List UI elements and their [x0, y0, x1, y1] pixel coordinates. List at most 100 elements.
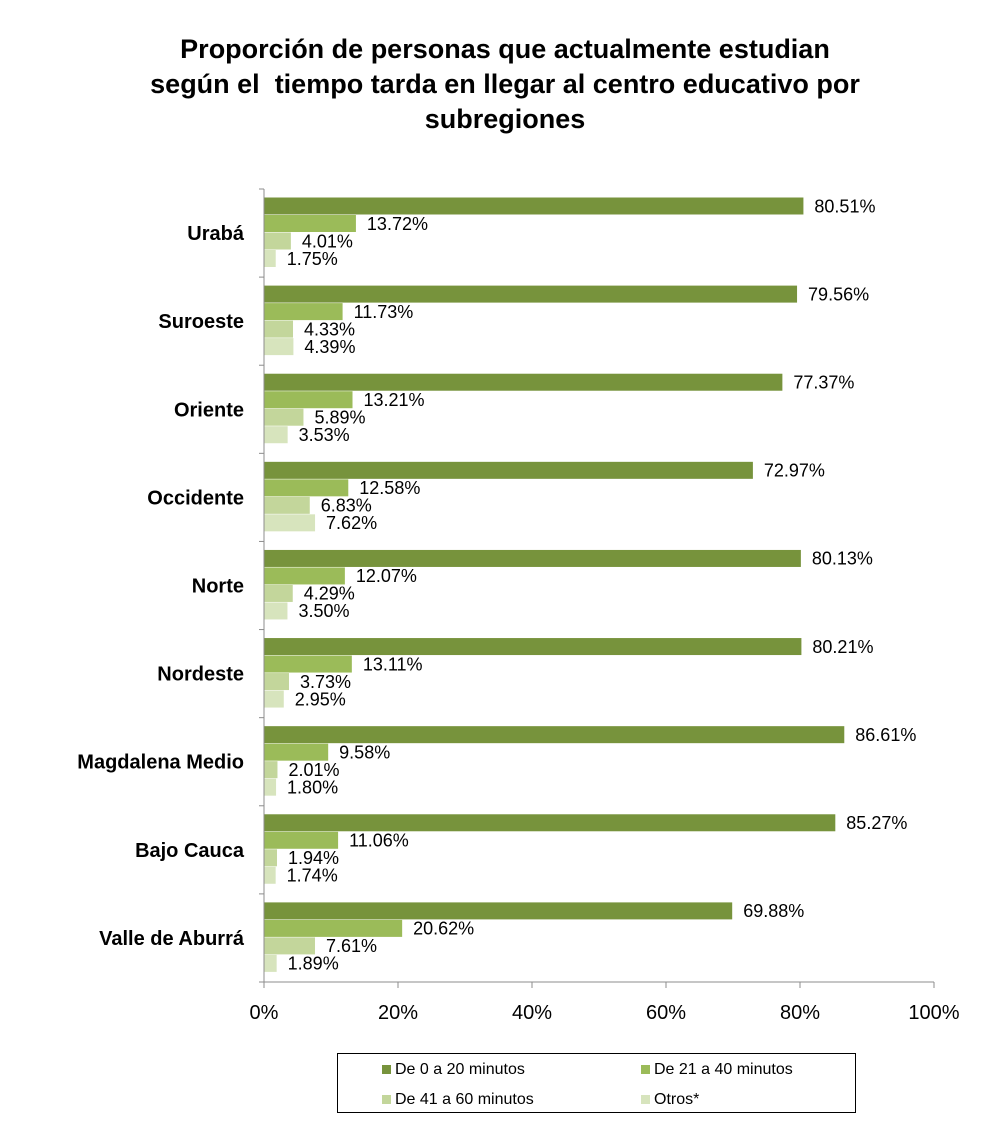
bar — [264, 937, 315, 955]
bar — [264, 814, 836, 832]
x-tick-label: 20% — [378, 1002, 418, 1024]
legend-swatch — [641, 1095, 650, 1104]
data-label: 79.56% — [808, 284, 869, 304]
bar — [264, 285, 798, 303]
data-label: 86.61% — [855, 725, 916, 745]
category-label: Nordeste — [157, 664, 244, 686]
data-label: 13.11% — [363, 654, 423, 674]
data-label: 1.74% — [287, 866, 338, 886]
bar — [264, 320, 294, 338]
bar — [264, 743, 329, 761]
legend-label: Otros* — [654, 1091, 700, 1108]
data-label: 7.61% — [326, 936, 377, 956]
bar — [264, 303, 343, 321]
data-label: 6.83% — [321, 496, 372, 516]
category-label: Bajo Cauca — [135, 840, 245, 862]
x-tick-label: 60% — [646, 1002, 686, 1024]
bar — [264, 602, 288, 620]
data-label: 3.50% — [298, 601, 349, 621]
category-label: Valle de Aburrá — [99, 928, 245, 950]
data-label: 4.33% — [304, 319, 355, 339]
legend-item: De 41 a 60 minutos — [382, 1091, 534, 1109]
bar — [264, 549, 801, 567]
category-label: Urabá — [187, 223, 245, 245]
bar — [264, 479, 349, 497]
chart-legend: De 0 a 20 minutos De 21 a 40 minutos De … — [337, 1053, 856, 1113]
data-label: 85.27% — [846, 813, 907, 833]
legend-item: De 0 a 20 minutos — [382, 1061, 525, 1079]
x-tick-label: 100% — [908, 1002, 959, 1024]
data-label: 4.29% — [304, 584, 355, 604]
legend-item: De 21 a 40 minutos — [641, 1061, 793, 1079]
data-label: 11.73% — [354, 302, 414, 322]
category-label: Oriente — [174, 399, 244, 421]
bar — [264, 866, 276, 884]
bar — [264, 726, 845, 744]
bar — [264, 408, 304, 426]
legend-item: Otros* — [641, 1091, 699, 1109]
data-label: 2.95% — [295, 689, 346, 709]
x-tick-label: 40% — [512, 1002, 552, 1024]
data-label: 80.21% — [812, 637, 873, 657]
chart-title: Proporción de personas que actualmente e… — [60, 32, 950, 137]
data-label: 1.89% — [288, 954, 339, 974]
data-label: 20.62% — [413, 919, 474, 939]
category-label: Suroeste — [158, 311, 244, 333]
bar — [264, 338, 294, 356]
legend-label: De 0 a 20 minutos — [395, 1061, 525, 1078]
bar — [264, 461, 753, 479]
bar — [264, 373, 783, 391]
legend-swatch — [382, 1095, 391, 1104]
bar — [264, 391, 353, 409]
legend-label: De 41 a 60 minutos — [395, 1091, 534, 1108]
bar — [264, 250, 276, 267]
bar — [264, 567, 345, 585]
chart-title-line: según el tiempo tarda en llegar al centr… — [150, 69, 860, 99]
bar — [264, 215, 356, 232]
data-label: 3.73% — [300, 672, 351, 692]
bar — [264, 849, 277, 867]
data-label: 13.21% — [364, 390, 425, 410]
data-label: 1.94% — [288, 848, 339, 868]
data-label: 9.58% — [339, 742, 390, 762]
data-label: 69.88% — [743, 901, 804, 921]
bar — [264, 690, 284, 708]
category-label: Magdalena Medio — [77, 752, 244, 774]
data-label: 2.01% — [288, 760, 339, 780]
bar — [264, 778, 277, 796]
data-label: 3.53% — [299, 425, 350, 445]
data-label: 12.07% — [356, 566, 417, 586]
category-label: Occidente — [147, 487, 244, 509]
data-label: 5.89% — [314, 407, 365, 427]
legend-swatch — [382, 1065, 391, 1074]
bar — [264, 232, 291, 250]
legend-label: De 21 a 40 minutos — [654, 1061, 793, 1078]
data-label: 77.37% — [793, 372, 854, 392]
data-label: 72.97% — [764, 461, 825, 481]
data-label: 80.51% — [814, 196, 875, 216]
chart-title-line: Proporción de personas que actualmente e… — [180, 34, 830, 64]
x-tick-label: 0% — [250, 1002, 279, 1024]
data-label: 1.80% — [287, 777, 338, 797]
data-label: 11.06% — [349, 831, 409, 851]
data-label: 13.72% — [367, 214, 428, 234]
bar — [264, 655, 352, 673]
chart-title-line: subregiones — [424, 104, 586, 134]
bar — [264, 673, 289, 691]
bar — [264, 638, 802, 656]
data-label: 4.01% — [302, 231, 353, 251]
bar — [264, 496, 310, 514]
bar — [264, 954, 277, 972]
bar — [264, 514, 316, 532]
bar — [264, 761, 278, 779]
legend-swatch — [641, 1065, 650, 1074]
category-label: Norte — [192, 576, 244, 598]
data-label: 80.13% — [812, 549, 873, 569]
bar — [264, 902, 733, 920]
bar — [264, 584, 293, 602]
bar — [264, 426, 288, 444]
bar — [264, 919, 403, 937]
data-label: 12.58% — [359, 478, 420, 498]
data-label: 1.75% — [287, 249, 338, 269]
